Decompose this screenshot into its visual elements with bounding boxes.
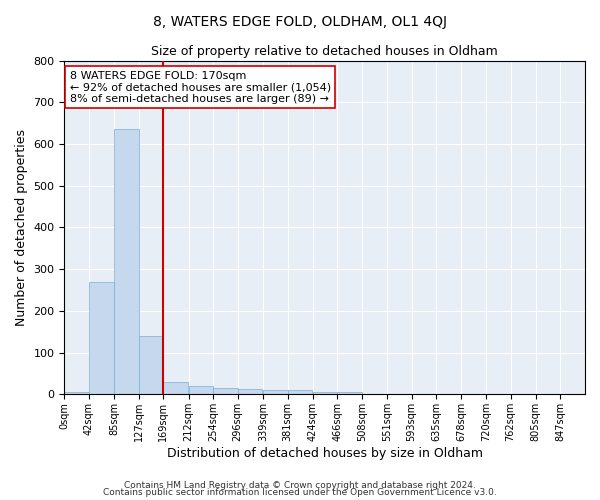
Bar <box>188 386 213 394</box>
Text: 8, WATERS EDGE FOLD, OLDHAM, OL1 4QJ: 8, WATERS EDGE FOLD, OLDHAM, OL1 4QJ <box>153 15 447 29</box>
Y-axis label: Number of detached properties: Number of detached properties <box>15 129 28 326</box>
X-axis label: Distribution of detached houses by size in Oldham: Distribution of detached houses by size … <box>167 447 483 460</box>
Bar <box>163 382 188 394</box>
Text: Contains HM Land Registry data © Crown copyright and database right 2024.: Contains HM Land Registry data © Crown c… <box>124 480 476 490</box>
Bar <box>64 392 89 394</box>
Bar <box>337 392 362 394</box>
Bar <box>238 390 262 394</box>
Bar <box>213 388 238 394</box>
Bar <box>89 282 113 395</box>
Text: Contains public sector information licensed under the Open Government Licence v3: Contains public sector information licen… <box>103 488 497 497</box>
Bar <box>114 130 139 394</box>
Bar <box>313 392 337 394</box>
Text: 8 WATERS EDGE FOLD: 170sqm
← 92% of detached houses are smaller (1,054)
8% of se: 8 WATERS EDGE FOLD: 170sqm ← 92% of deta… <box>70 70 331 104</box>
Bar <box>287 390 312 394</box>
Title: Size of property relative to detached houses in Oldham: Size of property relative to detached ho… <box>151 45 498 58</box>
Bar <box>139 336 163 394</box>
Bar <box>263 390 287 394</box>
